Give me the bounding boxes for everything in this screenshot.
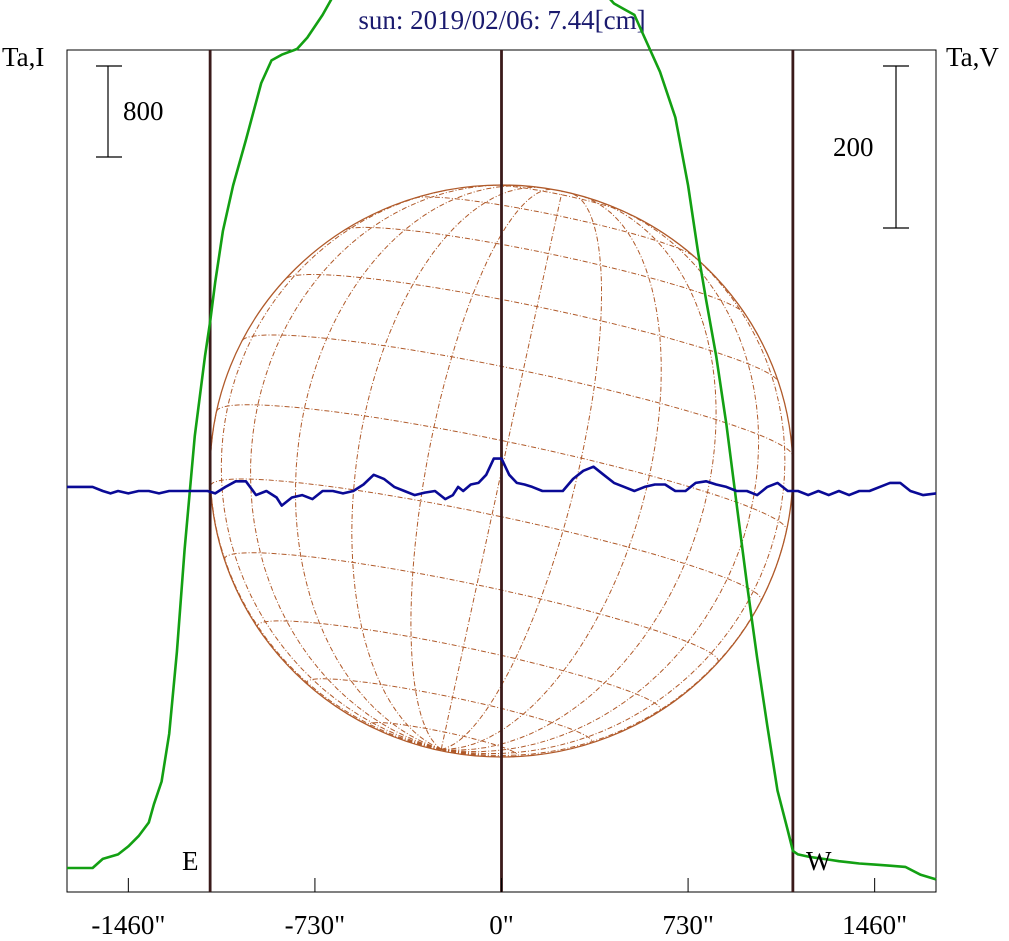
x-tick-label: 1460" bbox=[842, 910, 907, 940]
longitude-line bbox=[441, 206, 760, 753]
longitude-line bbox=[209, 411, 442, 750]
east-label: E bbox=[182, 846, 199, 876]
longitude-line bbox=[441, 196, 662, 750]
longitude-line bbox=[294, 185, 531, 750]
left-scale-bar: 800 bbox=[96, 65, 164, 158]
limb-lines bbox=[208, 50, 795, 892]
right-scale-label: 200 bbox=[833, 132, 874, 162]
x-tick-label: -1460" bbox=[91, 910, 165, 940]
longitude-line bbox=[410, 188, 551, 750]
longitude-line bbox=[441, 193, 602, 750]
latitude-line bbox=[414, 196, 694, 257]
right-scale-bar: 200 bbox=[833, 65, 909, 229]
latitude-line bbox=[345, 226, 745, 313]
latitude-line bbox=[242, 334, 793, 456]
longitude-line bbox=[441, 236, 786, 755]
longitude-line bbox=[250, 184, 510, 750]
x-tick-label: -730" bbox=[285, 910, 346, 940]
right-axis-label: Ta,V bbox=[946, 42, 999, 72]
chart-title: sun: 2019/02/06: 7.44[cm] bbox=[358, 5, 645, 35]
left-scale-label: 800 bbox=[123, 96, 164, 126]
left-axis-label: Ta,I bbox=[2, 42, 44, 72]
latitude-line bbox=[216, 404, 787, 531]
longitude-line bbox=[220, 189, 446, 750]
series-line-ta-v bbox=[67, 457, 937, 507]
x-tick-label: 730" bbox=[662, 910, 714, 940]
x-tick-label: 0" bbox=[489, 910, 514, 940]
longitude-line bbox=[440, 191, 563, 750]
latitude-line bbox=[224, 552, 719, 664]
x-axis-ticks: -1460" -730" 0" 730" 1460" bbox=[91, 878, 907, 940]
series-line-ta-i bbox=[67, 0, 937, 881]
longitude-line bbox=[351, 186, 540, 750]
west-label: W bbox=[806, 846, 832, 876]
